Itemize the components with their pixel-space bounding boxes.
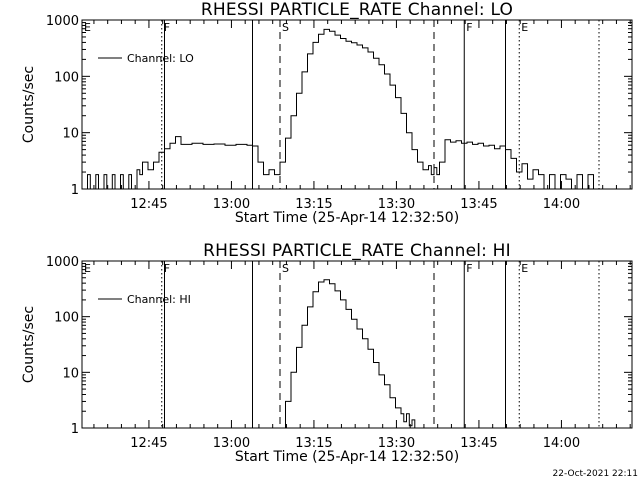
- y-axis-label: Counts/sec: [21, 306, 37, 383]
- event-marker-label: S: [282, 262, 289, 275]
- x-tick-label: 13:45: [460, 197, 497, 212]
- y-tick-label: 1000: [46, 255, 79, 270]
- x-tick-label: 12:45: [130, 197, 167, 212]
- y-tick-label: 100: [54, 70, 79, 85]
- legend-label: Channel: LO: [127, 52, 194, 65]
- event-marker-label: F: [164, 21, 170, 34]
- y-tick-label: 10: [62, 366, 79, 381]
- x-tick-label: 13:30: [378, 436, 415, 451]
- event-marker-label: S: [282, 21, 289, 34]
- x-tick-label: 13:00: [213, 197, 250, 212]
- plot-frame: [81, 260, 633, 429]
- footer-timestamp: 22-Oct-2021 22:11: [553, 469, 638, 479]
- chart-title: RHESSI PARTICLE_RATE Channel: HI: [203, 241, 511, 261]
- event-marker-label: E: [84, 262, 91, 275]
- chart-panel-hi: RHESSI PARTICLE_RATE Channel: HI 1 10 100 10…: [21, 241, 633, 465]
- x-tick-label: 14:00: [543, 436, 580, 451]
- x-tick-label: 13:15: [295, 197, 332, 212]
- event-marker-label: F: [164, 262, 170, 275]
- x-axis-label: Start Time (25-Apr-14 12:32:50): [235, 449, 459, 465]
- x-tick-label: 13:30: [378, 197, 415, 212]
- event-marker-label: E: [521, 21, 528, 34]
- chart-title: RHESSI PARTICLE_RATE Channel: LO: [201, 0, 513, 20]
- legend-label: Channel: HI: [127, 293, 191, 306]
- event-marker-label: F: [466, 262, 472, 275]
- data-series-line: [82, 28, 599, 189]
- x-tick-label: 12:45: [130, 436, 167, 451]
- y-axis-label: Counts/sec: [21, 66, 37, 143]
- x-tick-label: 13:45: [460, 436, 497, 451]
- event-marker-label: E: [84, 21, 91, 34]
- y-tick-label: 10: [62, 127, 79, 142]
- data-series-line: [280, 279, 418, 428]
- x-tick-label: 14:00: [543, 197, 580, 212]
- event-marker-label: F: [466, 21, 472, 34]
- y-tick-label: 1: [71, 422, 79, 437]
- y-tick-label: 1: [71, 183, 79, 198]
- x-tick-label: 13:00: [213, 436, 250, 451]
- x-axis-label: Start Time (25-Apr-14 12:32:50): [235, 210, 459, 226]
- event-marker-label: E: [521, 262, 528, 275]
- x-tick-label: 13:15: [295, 436, 332, 451]
- chart-panel-lo: RHESSI PARTICLE_RATE Channel: LO 1 10 100 10…: [21, 0, 633, 226]
- y-tick-label: 100: [54, 311, 79, 326]
- y-tick-label: 1000: [46, 14, 79, 29]
